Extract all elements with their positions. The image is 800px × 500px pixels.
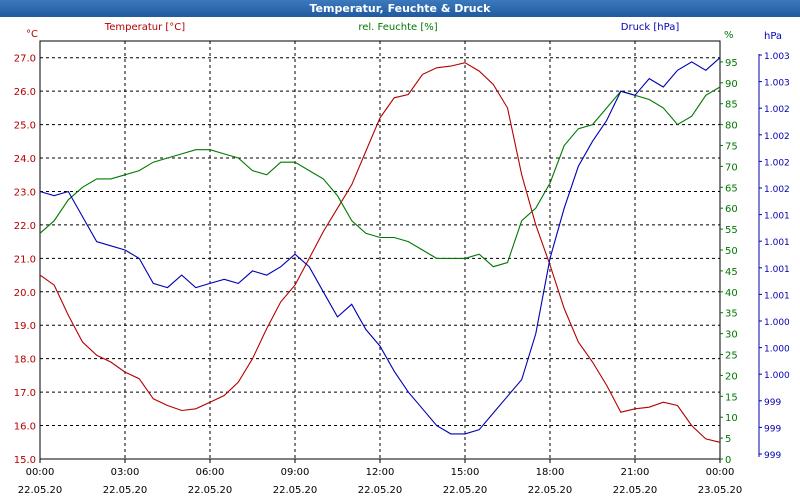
legend-temperature: Temperatur [°C] [104, 22, 185, 33]
legend-humidity: rel. Feuchte [%] [358, 22, 437, 33]
humidity-tick-label: 80 [725, 121, 738, 132]
temperature-tick-label: 16.0 [14, 422, 36, 433]
temperature-tick-label: 15.0 [14, 455, 36, 466]
x-tick-date: 22.05.20 [528, 485, 573, 496]
temperature-tick-label: 22.0 [14, 221, 36, 232]
pressure-line [39, 57, 721, 435]
x-tick-date: 22.05.20 [18, 485, 63, 496]
humidity-tick-label: 35 [725, 309, 738, 320]
temperature-tick-label: 25.0 [14, 121, 36, 132]
temperature-tick-label: 18.0 [14, 355, 36, 366]
humidity-line [39, 86, 721, 268]
pressure-tick-label: 1.002 [764, 132, 790, 142]
x-tick-time: 21:00 [621, 467, 650, 478]
temperature-unit: °C [26, 29, 38, 40]
pressure-tick-label: 1.002 [764, 185, 790, 195]
x-tick-time: 00:00 [26, 467, 55, 478]
pressure-tick-label: 1.001 [764, 291, 790, 301]
x-tick-date: 23.05.20 [698, 485, 743, 496]
temperature-tick-label: 24.0 [14, 154, 36, 165]
temperature-tick-label: 26.0 [14, 87, 36, 98]
temperature-line [39, 62, 721, 443]
x-tick-time: 12:00 [366, 467, 395, 478]
humidity-tick-label: 45 [725, 267, 738, 278]
x-tick-date: 22.05.20 [613, 485, 658, 496]
humidity-tick-label: 15 [725, 392, 738, 403]
temperature-tick-label: 19.0 [14, 321, 36, 332]
pressure-tick-label: 1.003 [764, 79, 790, 89]
humidity-tick-label: 40 [725, 288, 738, 299]
x-tick-time: 03:00 [111, 467, 140, 478]
pressure-tick-label: 1.000 [764, 318, 790, 328]
humidity-tick-label: 60 [725, 204, 738, 215]
pressure-tick-label: 999 [764, 398, 781, 408]
pressure-tick-label: 1.002 [764, 105, 790, 115]
humidity-unit: % [724, 30, 734, 41]
x-tick-date: 22.05.20 [443, 485, 488, 496]
pressure-tick-label: 999 [764, 451, 781, 461]
x-tick-time: 18:00 [536, 467, 565, 478]
humidity-tick-label: 20 [725, 371, 738, 382]
humidity-tick-label: 0 [725, 455, 731, 466]
pressure-tick-label: 1.001 [764, 238, 790, 248]
x-tick-time: 00:00 [706, 467, 735, 478]
x-tick-date: 22.05.20 [358, 485, 403, 496]
pressure-tick-label: 1.001 [764, 265, 790, 275]
humidity-tick-label: 5 [725, 434, 731, 445]
humidity-tick-label: 95 [725, 58, 738, 69]
humidity-tick-label: 25 [725, 351, 738, 362]
humidity-tick-label: 55 [725, 225, 738, 236]
pressure-tick-label: 1.000 [764, 345, 790, 355]
x-tick-time: 15:00 [451, 467, 480, 478]
temperature-tick-label: 20.0 [14, 288, 36, 299]
humidity-tick-label: 85 [725, 100, 738, 111]
humidity-tick-label: 90 [725, 79, 738, 90]
pressure-tick-label: 1.003 [764, 52, 790, 62]
pressure-tick-label: 999 [764, 424, 781, 434]
humidity-tick-label: 50 [725, 246, 738, 257]
temperature-tick-label: 17.0 [14, 388, 36, 399]
temperature-tick-label: 21.0 [14, 254, 36, 265]
chart: 15.0 16.0 17.0 18.0 19.0 20.0 21.0 22.0 23.0 24.0… [14, 22, 790, 496]
x-tick-time: 06:00 [196, 467, 225, 478]
window-title: Temperatur, Feuchte & Druck [0, 0, 800, 17]
temperature-tick-label: 23.0 [14, 187, 36, 198]
x-tick-time: 09:00 [281, 467, 310, 478]
legend-pressure: Druck [hPa] [621, 22, 680, 33]
x-tick-date: 22.05.20 [103, 485, 148, 496]
pressure-tick-label: 1.000 [764, 371, 790, 381]
pressure-tick-label: 1.001 [764, 212, 790, 222]
humidity-tick-label: 65 [725, 183, 738, 194]
pressure-unit: hPa [764, 31, 782, 42]
temperature-tick-label: 27.0 [14, 54, 36, 65]
x-tick-date: 22.05.20 [273, 485, 318, 496]
humidity-tick-label: 70 [725, 162, 738, 173]
humidity-tick-label: 10 [725, 413, 738, 424]
humidity-tick-label: 30 [725, 330, 738, 341]
pressure-tick-label: 1.002 [764, 158, 790, 168]
x-tick-date: 22.05.20 [188, 485, 233, 496]
humidity-tick-label: 75 [725, 142, 738, 153]
